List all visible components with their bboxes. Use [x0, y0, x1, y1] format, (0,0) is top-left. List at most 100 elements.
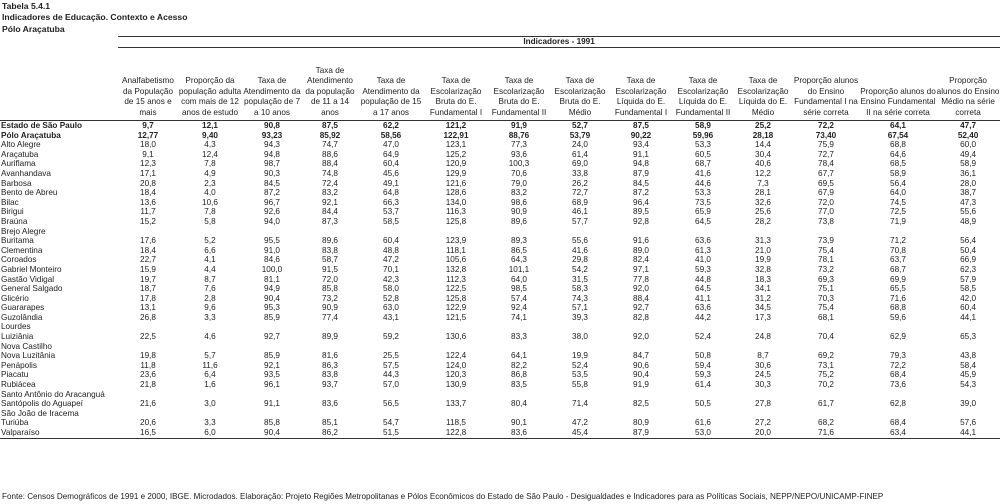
- table-cell: 4,9: [204, 168, 216, 178]
- table-cell: [860, 409, 936, 419]
- table-cell: 83,8: [322, 370, 338, 380]
- indicators-table: Indicadores - 1991 Analfabetismo da Popu…: [0, 36, 1001, 439]
- table-cell: 78,4: [818, 159, 834, 169]
- table-cell: 4,4: [204, 264, 216, 274]
- table-cell: 70,4: [818, 332, 834, 342]
- table-cell: 89,9: [322, 332, 338, 342]
- table-cell: [358, 227, 424, 237]
- table-cell: 2,3: [204, 178, 216, 188]
- table-cell: 34,5: [755, 303, 771, 313]
- table-cell: 96,1: [264, 380, 280, 390]
- table-cell: 77,3: [511, 140, 527, 150]
- table-cell: 85,1: [322, 418, 338, 428]
- table-cell: 20,0: [734, 428, 792, 439]
- column-header: Taxa de Atendimento da população de 15 a…: [358, 47, 424, 121]
- table-cell: 90,22: [630, 130, 652, 140]
- table-cell: 98,7: [264, 159, 280, 169]
- row-label: Coroados: [1, 255, 37, 265]
- table-cell: 58,4: [960, 360, 977, 370]
- table-cell: 25,2: [755, 121, 771, 130]
- table-cell: 56,4: [890, 178, 906, 188]
- row-label: Luiziânia: [1, 332, 34, 342]
- table-cell: 122,9: [445, 303, 467, 313]
- table-cell: 24,8: [755, 332, 771, 342]
- table-cell: [302, 227, 358, 237]
- table-cell: 55,6: [960, 207, 977, 217]
- group-header: Indicadores - 1991: [118, 36, 1001, 48]
- table-row: Valparaíso 16,5 6,0 90,4 86,2 51,5 122,8 83,6 45…: [0, 428, 1001, 439]
- row-label: Nova Luzitânia: [1, 351, 56, 361]
- table-cell: 77,8: [633, 274, 649, 284]
- table-cell: 5,8: [204, 216, 216, 226]
- table-cell: 23,6: [140, 370, 156, 380]
- row-label: Auriflama: [1, 159, 36, 169]
- table-cell: 61,4: [695, 380, 711, 390]
- table-cell: 121,5: [445, 312, 467, 322]
- table-row: Nova Luzitânia 19,8 5,7 85,9 81,6 25,5 122,4 64…: [0, 351, 1000, 361]
- table-cell: 17,1: [140, 168, 156, 178]
- table-cell: 31,3: [755, 236, 771, 246]
- table-cell: 50,5: [695, 399, 711, 409]
- table-cell: 44,1: [960, 312, 977, 322]
- table-cell: 60,0: [960, 140, 977, 150]
- table-cell: 31,2: [755, 293, 771, 303]
- table-cell: 48,8: [383, 245, 399, 255]
- table-cell: 68,9: [572, 197, 588, 207]
- table-cell: 93,5: [264, 370, 280, 380]
- table-cell: 84,6: [264, 255, 280, 265]
- table-cell: 45,4: [550, 428, 610, 439]
- table-cell: 12,77: [137, 130, 159, 140]
- table-cell: 82,4: [633, 255, 649, 265]
- table-cell: 133,7: [445, 399, 467, 409]
- table-cell: 28,2: [755, 216, 771, 226]
- row-label: Araçatuba: [1, 149, 39, 159]
- table-row: Luiziânia 22,5 4,6 92,7 89,9 59,2 130,6 83,3 38,…: [0, 332, 1000, 342]
- table-cell: 56,5: [383, 399, 399, 409]
- table-subtitle: Pólo Araçatuba: [2, 24, 65, 34]
- row-label: Rubiácea: [1, 380, 36, 390]
- table-cell: 122,8: [424, 428, 488, 439]
- row-label: General Salgado: [1, 284, 63, 294]
- row-label: Penápolis: [1, 360, 37, 370]
- table-cell: 81,1: [264, 274, 280, 284]
- table-cell: 54,3: [960, 380, 977, 390]
- table-cell: 90,9: [511, 207, 527, 217]
- table-cell: 4,0: [204, 188, 216, 198]
- table-cell: 87,9: [610, 428, 672, 439]
- table-cell: 18,3: [755, 274, 771, 284]
- table-cell: 75,4: [818, 303, 834, 313]
- table-cell: [488, 342, 550, 352]
- table-row: Gastão Vidigal 19,7 8,7 81,1 72,0 42,3 112,3 64…: [0, 275, 1000, 285]
- table-cell: 66,9: [960, 255, 977, 265]
- row-label: Bento de Abreu: [1, 188, 58, 198]
- table-cell: 120,3: [445, 370, 467, 380]
- column-header: Analfabetismo da População de 15 anos e …: [118, 47, 178, 121]
- table-cell: 68,2: [818, 418, 834, 428]
- table-cell: 92,0: [633, 284, 649, 294]
- table-cell: 70,2: [818, 380, 834, 390]
- column-header: Taxa de Escolarização Bruta do E. Médio: [550, 47, 610, 121]
- table-cell: 59,3: [695, 370, 711, 380]
- table-cell: [118, 227, 178, 237]
- table-cell: 58,9: [960, 159, 977, 169]
- table-cell: 42,0: [960, 293, 977, 303]
- table-cell: 85,8: [264, 418, 280, 428]
- table-cell: [488, 390, 550, 400]
- table-cell: 21,8: [140, 380, 156, 390]
- row-label: Bilac: [1, 197, 19, 207]
- table-cell: 84,4: [322, 207, 338, 217]
- table-cell: 12,4: [202, 149, 218, 159]
- table-row: Nova Castilho: [0, 342, 1000, 352]
- table-cell: 62,3: [960, 264, 977, 274]
- table-row: Guararapes 13,1 9,6 95,3 90,9 63,0 122,9 92,4 57…: [0, 303, 1000, 313]
- table-cell: 123,1: [445, 140, 467, 150]
- table-cell: 72,7: [572, 188, 588, 198]
- table-cell: 17,8: [140, 293, 156, 303]
- table-cell: 91,5: [322, 264, 338, 274]
- table-cell: 94,3: [264, 140, 280, 150]
- table-cell: 4,6: [204, 332, 216, 342]
- table-cell: 64,5: [695, 284, 711, 294]
- table-cell: [672, 342, 734, 352]
- column-header: Taxa de Escolarização Líquida do E. Fund…: [610, 47, 672, 121]
- table-cell: 59,6: [890, 312, 906, 322]
